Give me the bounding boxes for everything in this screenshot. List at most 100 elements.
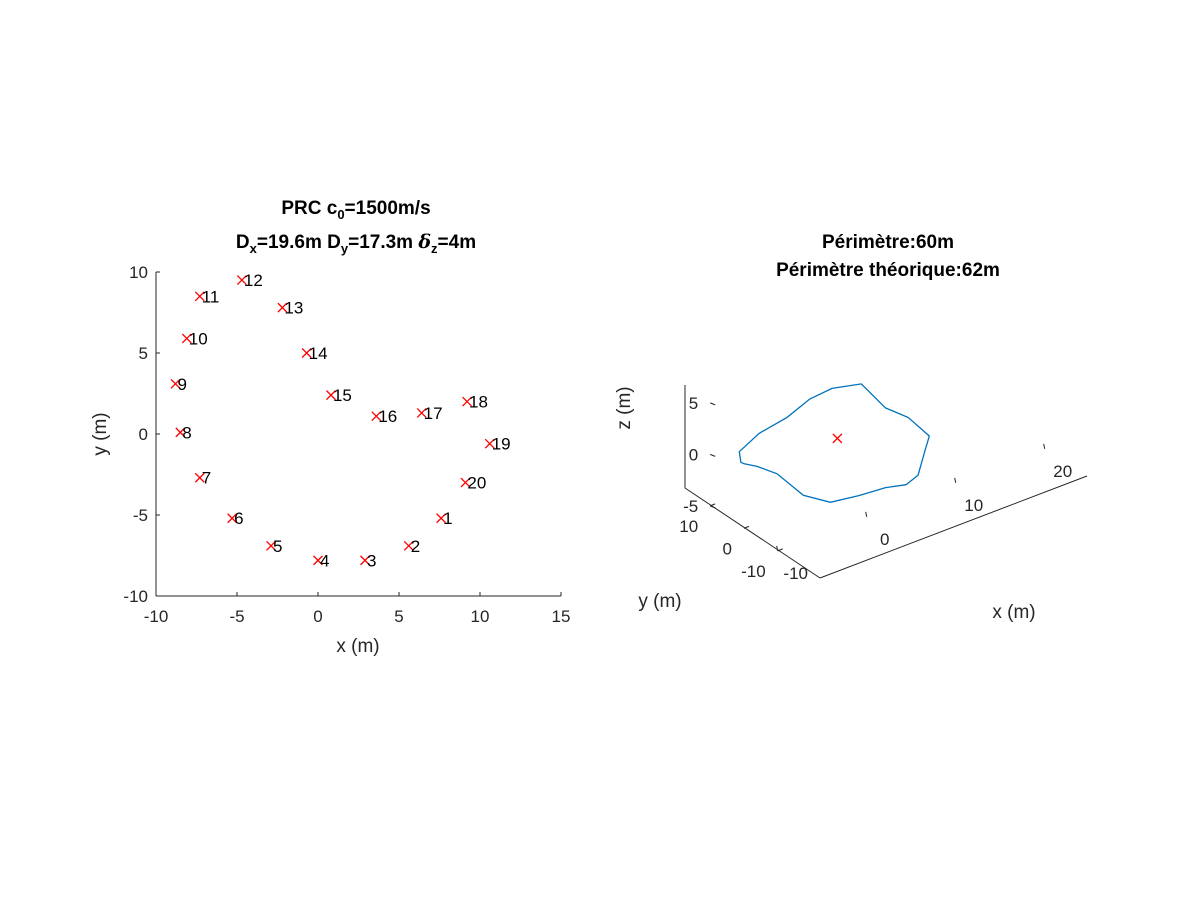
- scatter-point-18: 18: [462, 393, 488, 412]
- point-label: 2: [411, 537, 420, 556]
- point-label: 16: [378, 407, 397, 426]
- scatter-point-4: 4: [313, 551, 329, 570]
- point-label: 6: [234, 509, 243, 528]
- point-label: 19: [492, 435, 511, 454]
- scatter-point-20: 20: [460, 474, 486, 493]
- right-z-tick-label: -5: [683, 497, 698, 516]
- x-marker: [360, 555, 370, 566]
- right-x-tick-label: -10: [783, 564, 808, 583]
- right-z-tick-mark: [710, 402, 716, 406]
- left-y-tick-label: 0: [139, 425, 148, 444]
- left-x-tick-label: 5: [394, 607, 403, 626]
- right-x-tick-label: 0: [880, 530, 889, 549]
- left-x-tick-label: 10: [471, 607, 490, 626]
- scatter-point-3: 3: [360, 551, 376, 570]
- right-x-tick-label: 20: [1053, 462, 1072, 481]
- x-marker: [301, 348, 312, 358]
- x-marker: [371, 411, 382, 422]
- x-marker: [403, 540, 414, 551]
- scatter-point-9: 9: [170, 375, 187, 394]
- x-marker: [266, 540, 276, 551]
- left-x-tick-label: 15: [552, 607, 571, 626]
- x-marker: [277, 302, 288, 313]
- point-label: 7: [202, 469, 211, 488]
- scatter-point-14: 14: [301, 344, 328, 363]
- point-label: 8: [182, 423, 191, 442]
- scatter-point-2: 2: [403, 537, 420, 556]
- right-title-line2: Périmètre théorique:62m: [776, 260, 1000, 281]
- right-x-tick-mark: [865, 511, 868, 517]
- left-title-line1: PRC c0=1500m/s: [281, 198, 430, 222]
- scatter-point-19: 19: [484, 435, 511, 454]
- point-label: 14: [309, 344, 328, 363]
- scatter-point-12: 12: [236, 271, 263, 290]
- right-3d-axes: [684, 385, 1088, 579]
- point-label: 3: [367, 551, 376, 570]
- x-marker: [170, 378, 181, 389]
- right-y-tick-mark: [710, 503, 716, 507]
- point-label: 18: [469, 393, 488, 412]
- left-y-tick-label: -5: [133, 506, 148, 525]
- x-marker: [236, 275, 247, 286]
- scatter-point-5: 5: [266, 537, 282, 556]
- x-marker: [175, 427, 186, 438]
- x-marker: [326, 390, 336, 401]
- right-x-tick-mark: [776, 545, 779, 551]
- scatter-point-7: 7: [194, 469, 211, 488]
- point-label: 4: [320, 551, 329, 570]
- left-x-tick-label: -5: [229, 607, 244, 626]
- x-marker: [181, 333, 192, 344]
- right-x-axis-label: x (m): [992, 602, 1035, 623]
- x-marker: [460, 477, 471, 488]
- right-x-tick-label: 10: [964, 496, 983, 515]
- point-label: 10: [189, 329, 208, 348]
- perimeter-line: [738, 383, 931, 503]
- right-y-axis-line: [684, 487, 821, 579]
- left-y-tick-label: 5: [139, 344, 148, 363]
- scatter-point-11: 11: [194, 287, 220, 306]
- point-label: 20: [467, 474, 486, 493]
- right-z-tick-mark: [710, 453, 716, 457]
- right-y-tick-mark: [777, 548, 783, 552]
- right-title-line1: Périmètre:60m: [822, 232, 954, 253]
- right-x-tick-mark: [1043, 443, 1046, 449]
- left-y-tick-label: 10: [129, 263, 148, 282]
- point-label: 17: [424, 404, 443, 423]
- right-3d-curve: [738, 383, 931, 503]
- right-x-tick-mark: [954, 477, 957, 483]
- scatter-point-13: 13: [277, 299, 303, 318]
- left-y-axis-label: y (m): [90, 412, 111, 455]
- left-y-tick-label: -10: [123, 587, 148, 606]
- scatter-point-16: 16: [371, 407, 397, 426]
- right-y-tick-label: -10: [741, 562, 766, 581]
- x-marker: [227, 513, 238, 524]
- scatter-point-17: 17: [416, 404, 443, 423]
- x-marker: [436, 513, 447, 524]
- right-y-tick-mark: [743, 525, 750, 529]
- scatter-point-8: 8: [175, 423, 192, 442]
- x-marker: [416, 407, 427, 418]
- right-z-tick-label: 5: [689, 394, 698, 413]
- right-z-tick-mark: [710, 505, 716, 509]
- x-marker: [484, 438, 495, 449]
- x-marker: [462, 396, 472, 407]
- left-x-tick-label: -10: [144, 607, 169, 626]
- point-label: 11: [202, 287, 220, 306]
- x-marker: [313, 555, 323, 566]
- left-x-tick-label: 0: [313, 607, 322, 626]
- point-label: 5: [273, 537, 282, 556]
- point-label: 13: [284, 299, 303, 318]
- scatter-point-10: 10: [181, 329, 208, 348]
- scatter-point-1: 1: [436, 509, 453, 528]
- right-y-axis-label: y (m): [638, 591, 681, 612]
- right-z-tick-label: 0: [689, 445, 698, 464]
- center-marker: [832, 433, 843, 444]
- point-label: 12: [244, 271, 263, 290]
- point-label: 1: [443, 509, 452, 528]
- scatter-point-6: 6: [227, 509, 244, 528]
- right-z-axis-label: z (m): [614, 386, 635, 429]
- x-marker: [194, 291, 205, 302]
- x-marker: [194, 472, 205, 483]
